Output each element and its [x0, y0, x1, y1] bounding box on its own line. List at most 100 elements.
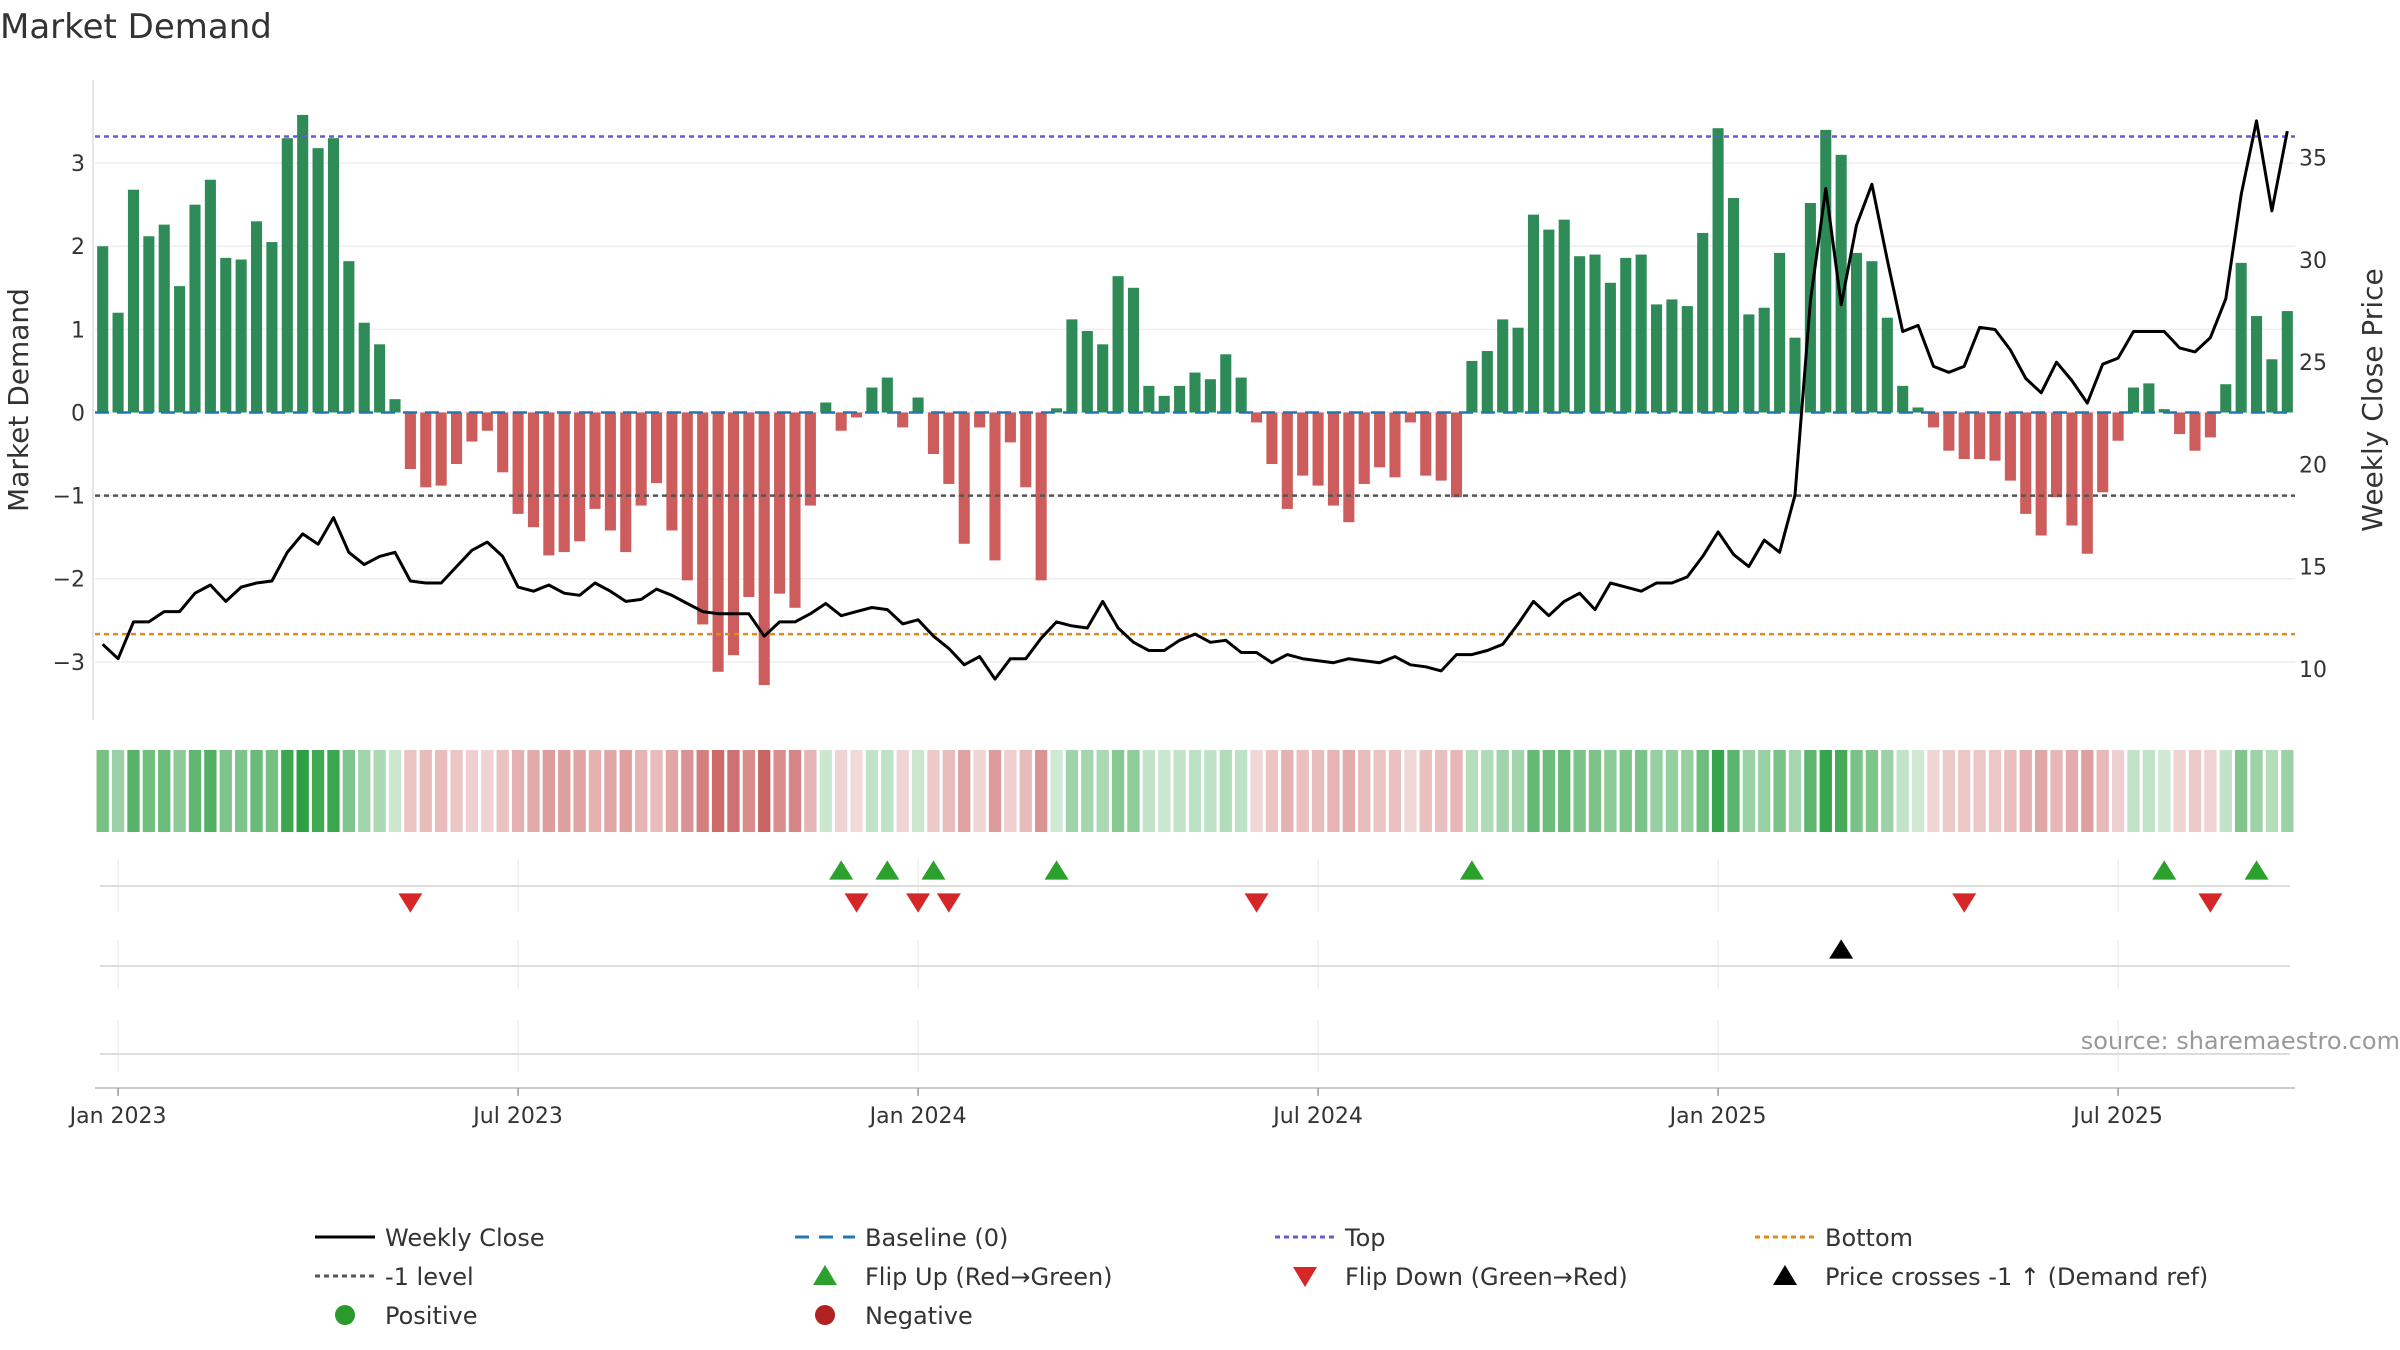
demand-bar [2035, 412, 2047, 536]
left-tick-label: 3 [71, 152, 85, 177]
flip-down-marker [398, 893, 423, 913]
legend-swatch [1293, 1267, 1317, 1287]
left-axis-label: Market Demand [2, 288, 35, 512]
strip-cell [988, 750, 1002, 832]
demand-bar [389, 399, 401, 413]
strip-cell [1127, 750, 1140, 832]
strip-cell [404, 750, 417, 832]
demand-bar [1389, 412, 1401, 478]
demand-bar [2112, 412, 2124, 441]
demand-bar [1481, 350, 1493, 413]
legend-item: Negative [815, 1302, 973, 1330]
legend-label: Weekly Close [385, 1224, 545, 1252]
legend-item: Top [1275, 1224, 1386, 1252]
demand-bar [1635, 254, 1647, 413]
flip-down-marker [844, 893, 869, 913]
demand-bar [958, 412, 970, 544]
demand-bar [1251, 412, 1263, 423]
demand-bar [404, 412, 416, 469]
right-tick-label: 10 [2299, 658, 2327, 683]
demand-bar [1574, 256, 1586, 413]
demand-bar [97, 246, 109, 413]
strip-cell [804, 750, 817, 832]
strip-cell [1342, 750, 1355, 832]
demand-bar [1866, 261, 1878, 413]
demand-bar [1897, 385, 1909, 413]
flip-up-marker [2244, 860, 2269, 880]
demand-bar [1697, 232, 1709, 413]
strip-cell [1188, 750, 1202, 832]
strip-cell [942, 750, 955, 832]
strip-cell [1958, 750, 1971, 832]
strip-cell [1388, 750, 1402, 832]
demand-bar [1466, 360, 1478, 413]
strip-cell [1296, 750, 1309, 832]
strip-cell [265, 750, 279, 832]
demand-bar [912, 397, 924, 413]
demand-bar [327, 138, 339, 413]
demand-bar [758, 412, 770, 686]
legend-item: Weekly Close [315, 1224, 545, 1252]
demand-bar [2004, 412, 2016, 481]
demand-bar [1097, 344, 1109, 413]
legend-swatch [335, 1305, 355, 1325]
strip-cell [2019, 750, 2032, 832]
strip-cell [604, 750, 617, 832]
strip-cell [1004, 750, 1017, 832]
demand-bar [804, 412, 816, 506]
strip-cell [188, 750, 202, 832]
demand-bar [574, 412, 586, 542]
strip-cell [1742, 750, 1755, 832]
strip-cell [204, 750, 217, 832]
strip-cell [1881, 750, 1894, 832]
flip-up-marker [829, 860, 854, 880]
demand-bar [1312, 412, 1324, 486]
strip-cell [219, 750, 232, 832]
demand-bar [1020, 412, 1032, 488]
demand-bar [881, 377, 893, 413]
demand-bar [651, 412, 663, 484]
strip-cell [1204, 750, 1217, 832]
legend-item: Baseline (0) [795, 1224, 1008, 1252]
x-tick-label: Jul 2024 [1271, 1104, 1363, 1129]
strip-cell [619, 750, 632, 832]
left-tick-label: 1 [71, 318, 85, 343]
right-tick-label: 20 [2299, 453, 2327, 478]
strip-cell [1819, 750, 1832, 832]
strip-cell [973, 750, 986, 832]
demand-bar [527, 412, 539, 528]
flip-down-marker [906, 893, 931, 913]
strip-cell [1758, 750, 1771, 832]
strip-cell [1850, 750, 1863, 832]
strip-cell [1896, 750, 1909, 832]
strip-cell [1450, 750, 1463, 832]
right-tick-label: 30 [2299, 249, 2327, 274]
legend-item: Flip Up (Red→Green) [813, 1263, 1113, 1291]
demand-bar [558, 412, 570, 553]
demand-bar [1943, 412, 1955, 451]
strip-cell [158, 750, 171, 832]
demand-bar [1527, 214, 1539, 413]
demand-bar [1174, 385, 1186, 413]
demand-bar [2266, 359, 2278, 413]
demand-bar [220, 257, 232, 413]
strip-cell [773, 750, 786, 832]
strip-cell [1065, 750, 1079, 832]
demand-bar [1158, 395, 1170, 413]
strip-cell [1588, 750, 1602, 832]
strip-cell [1942, 750, 1955, 832]
demand-bar [1404, 412, 1416, 423]
demand-bar [2051, 412, 2063, 498]
demand-bar [127, 189, 139, 413]
strip-cell [2188, 750, 2202, 832]
legend-item: Bottom [1755, 1224, 1913, 1252]
demand-bar [2235, 262, 2247, 413]
demand-bar [604, 412, 616, 531]
demand-bar [1851, 252, 1863, 413]
strip-cell [511, 750, 525, 832]
strip-cell [1435, 750, 1448, 832]
demand-bar [1835, 154, 1847, 413]
strip-cell [1773, 750, 1786, 832]
